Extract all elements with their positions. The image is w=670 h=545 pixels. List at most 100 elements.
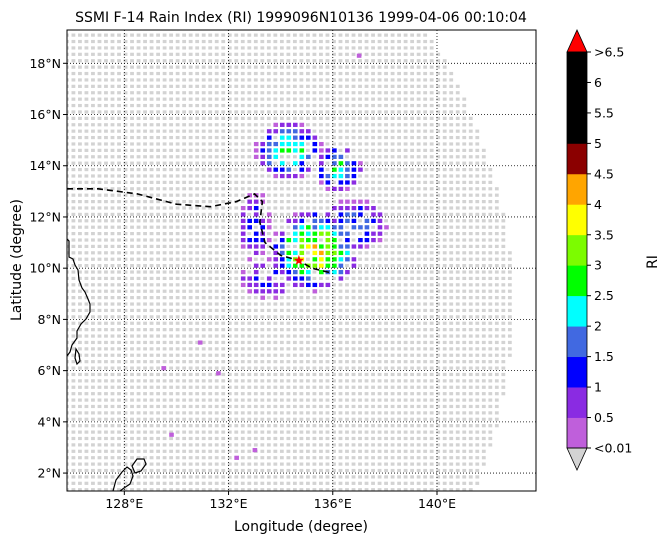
rain-pixel xyxy=(252,448,258,453)
swath-pixel xyxy=(371,424,375,428)
swath-pixel xyxy=(488,206,493,210)
swath-pixel xyxy=(104,155,108,159)
swath-pixel xyxy=(332,65,336,69)
swath-pixel xyxy=(91,449,95,453)
swath-pixel xyxy=(234,283,239,287)
swath-pixel xyxy=(403,97,408,101)
swath-pixel xyxy=(468,155,473,159)
swath-pixel xyxy=(234,449,239,453)
swath-pixel xyxy=(260,59,265,63)
swath-pixel xyxy=(306,174,310,178)
swath-pixel xyxy=(436,372,441,377)
swath-pixel xyxy=(364,103,369,108)
swath-pixel xyxy=(195,180,200,184)
swath-pixel xyxy=(208,468,213,473)
swath-pixel xyxy=(123,488,128,491)
swath-pixel xyxy=(364,84,369,88)
swath-pixel xyxy=(123,424,128,428)
swath-pixel xyxy=(67,308,69,313)
swath-pixel xyxy=(182,251,187,255)
swath-pixel xyxy=(501,334,506,338)
swath-pixel xyxy=(266,411,271,415)
swath-pixel xyxy=(117,251,121,255)
swath-pixel xyxy=(442,78,447,82)
swath-pixel xyxy=(214,340,219,345)
colorbar-under-arrow xyxy=(566,447,588,471)
swath-pixel xyxy=(423,468,428,473)
swath-pixel xyxy=(345,436,349,441)
swath-pixel xyxy=(195,436,200,441)
swath-pixel xyxy=(481,193,486,197)
swath-pixel xyxy=(377,167,382,172)
swath-pixel xyxy=(377,52,382,56)
swath-pixel xyxy=(97,488,102,491)
swath-pixel xyxy=(97,398,102,402)
swath-pixel xyxy=(188,59,193,63)
swath-pixel xyxy=(247,180,252,184)
swath-pixel xyxy=(312,206,317,210)
swath-pixel xyxy=(110,251,115,255)
swath-pixel xyxy=(279,404,284,409)
swath-pixel xyxy=(319,206,323,210)
swath-pixel xyxy=(423,71,428,76)
swath-pixel xyxy=(306,161,310,165)
swath-pixel xyxy=(351,232,356,236)
swath-pixel xyxy=(104,39,108,44)
swath-pixel xyxy=(279,116,284,120)
swath-pixel xyxy=(332,78,336,82)
swath-pixel xyxy=(377,199,382,204)
swath-pixel xyxy=(195,392,200,396)
swath-pixel xyxy=(455,328,460,332)
swath-pixel xyxy=(97,392,102,396)
swath-pixel xyxy=(253,59,258,63)
swath-pixel xyxy=(110,398,115,402)
swath-pixel xyxy=(494,340,499,345)
swath-pixel xyxy=(182,328,187,332)
swath-pixel xyxy=(214,264,219,268)
swath-pixel xyxy=(390,206,395,210)
swath-pixel xyxy=(240,251,245,255)
swath-pixel xyxy=(416,46,421,50)
swath-pixel xyxy=(240,123,245,127)
swath-pixel xyxy=(475,404,480,409)
swath-pixel xyxy=(390,65,395,69)
swath-pixel xyxy=(97,296,102,300)
swath-pixel xyxy=(345,392,349,396)
swath-pixel xyxy=(410,379,415,383)
swath-pixel xyxy=(136,488,141,491)
swath-pixel xyxy=(227,103,232,108)
swath-pixel xyxy=(312,417,317,421)
swath-pixel xyxy=(123,315,128,319)
swath-pixel xyxy=(182,289,187,293)
swath-pixel xyxy=(312,456,317,460)
swath-pixel xyxy=(201,488,206,491)
swath-pixel xyxy=(201,251,206,255)
swath-pixel xyxy=(201,436,206,441)
swath-pixel xyxy=(195,334,200,338)
rain-pixel xyxy=(306,238,311,243)
swath-pixel xyxy=(156,142,160,146)
swath-pixel xyxy=(423,251,428,255)
swath-pixel xyxy=(312,155,317,159)
swath-pixel xyxy=(319,436,323,441)
swath-pixel xyxy=(188,468,193,473)
swath-pixel xyxy=(292,340,297,345)
swath-pixel xyxy=(208,174,213,178)
colorbar-tick-label: 4 xyxy=(594,197,602,212)
swath-pixel xyxy=(292,475,297,479)
swath-pixel xyxy=(162,315,167,319)
swath-pixel xyxy=(436,187,441,191)
swath-pixel xyxy=(345,65,349,69)
gridlines xyxy=(67,30,536,491)
swath-pixel xyxy=(292,155,297,159)
swath-pixel xyxy=(175,360,180,364)
swath-pixel xyxy=(455,456,460,460)
swath-pixel xyxy=(169,353,174,357)
rain-pixel xyxy=(325,186,331,191)
swath-pixel xyxy=(117,161,121,165)
swath-pixel xyxy=(325,340,330,345)
swath-pixel xyxy=(462,347,467,351)
swath-pixel xyxy=(169,238,174,242)
swath-pixel xyxy=(488,424,493,428)
swath-pixel xyxy=(240,436,245,441)
